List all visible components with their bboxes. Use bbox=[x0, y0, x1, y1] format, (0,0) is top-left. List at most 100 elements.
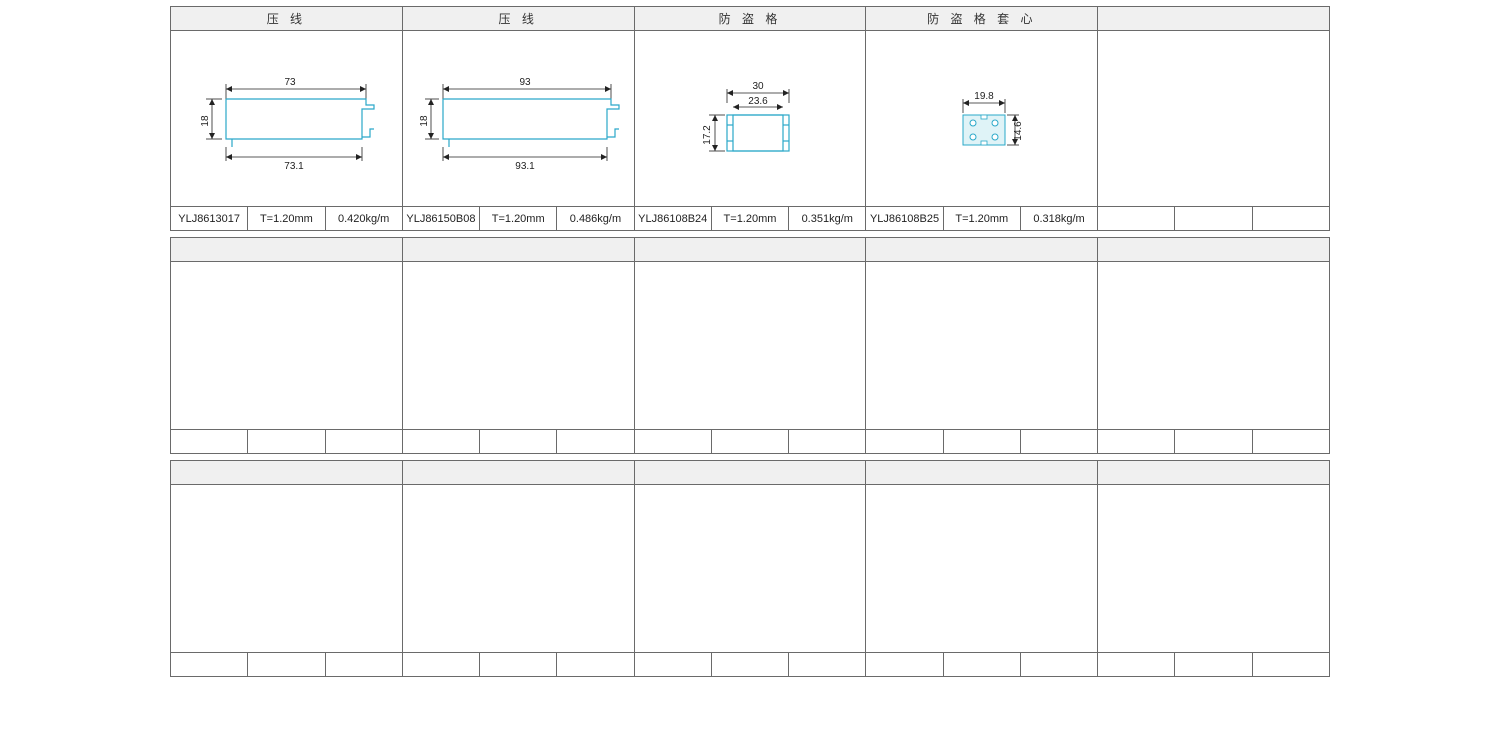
spec-weight bbox=[1252, 207, 1329, 231]
spec-weight bbox=[1252, 653, 1329, 677]
spec-thick bbox=[1175, 653, 1252, 677]
spec-weight: 0.486kg/m bbox=[557, 207, 634, 231]
spec-thick bbox=[480, 653, 557, 677]
dim-top: 30 bbox=[752, 81, 764, 92]
spec-thick bbox=[1175, 430, 1252, 454]
spec-code bbox=[866, 430, 943, 454]
header-cell bbox=[634, 238, 866, 262]
spec-thick bbox=[711, 653, 788, 677]
spec-thick bbox=[1175, 207, 1252, 231]
dim-inner: 23.6 bbox=[748, 96, 768, 107]
dim-height: 18 bbox=[419, 115, 430, 127]
dim-top: 19.8 bbox=[974, 91, 994, 102]
spec-thick: T=1.20mm bbox=[711, 207, 788, 231]
drawing-cell bbox=[1098, 31, 1330, 207]
drawing-row bbox=[171, 262, 1330, 430]
drawing-cell bbox=[1098, 485, 1330, 653]
header-cell bbox=[402, 461, 634, 485]
header-cell bbox=[1098, 238, 1330, 262]
spec-row bbox=[171, 653, 1330, 677]
spec-code bbox=[866, 653, 943, 677]
spec-weight: 0.351kg/m bbox=[789, 207, 866, 231]
spec-thick bbox=[248, 430, 325, 454]
spec-thick bbox=[711, 430, 788, 454]
spec-thick: T=1.20mm bbox=[480, 207, 557, 231]
spec-weight: 0.420kg/m bbox=[325, 207, 402, 231]
spec-code bbox=[1098, 430, 1175, 454]
drawing-cell: 73 18 73.1 bbox=[171, 31, 403, 207]
spec-weight bbox=[1252, 430, 1329, 454]
spec-weight: 0.318kg/m bbox=[1020, 207, 1097, 231]
spec-code bbox=[402, 653, 479, 677]
dim-height: 14.6 bbox=[1013, 120, 1024, 140]
dim-top: 73 bbox=[285, 77, 297, 88]
dim-height: 18 bbox=[200, 115, 211, 127]
spec-thick: T=1.20mm bbox=[943, 207, 1020, 231]
header-cell bbox=[634, 461, 866, 485]
spec-code bbox=[402, 430, 479, 454]
drawing-cell bbox=[866, 262, 1098, 430]
spec-code bbox=[634, 430, 711, 454]
header-cell bbox=[866, 238, 1098, 262]
header-cell bbox=[171, 238, 403, 262]
spec-weight bbox=[789, 653, 866, 677]
profile-diagram: 30 23.6 17.2 bbox=[675, 59, 825, 179]
spec-row bbox=[171, 430, 1330, 454]
spec-code bbox=[1098, 207, 1175, 231]
header-cell: 防 盗 格 套 心 bbox=[866, 7, 1098, 31]
drawing-cell bbox=[402, 262, 634, 430]
profile-diagram: 93 18 93.1 bbox=[413, 59, 623, 179]
drawing-cell bbox=[634, 262, 866, 430]
grid-row-3 bbox=[170, 460, 1330, 677]
spec-weight bbox=[789, 430, 866, 454]
spec-thick bbox=[943, 653, 1020, 677]
dim-top: 93 bbox=[520, 77, 532, 88]
grid-row-1: 压 线 压 线 防 盗 格 防 盗 格 套 心 73 18 bbox=[170, 6, 1330, 231]
spec-thick bbox=[943, 430, 1020, 454]
dim-bottom: 93.1 bbox=[515, 161, 535, 172]
spec-code bbox=[171, 430, 248, 454]
spec-weight bbox=[325, 653, 402, 677]
header-cell bbox=[866, 461, 1098, 485]
drawing-cell bbox=[171, 485, 403, 653]
header-row: 压 线 压 线 防 盗 格 防 盗 格 套 心 bbox=[171, 7, 1330, 31]
profile-diagram: 73 18 73.1 bbox=[186, 59, 386, 179]
dim-bottom: 73.1 bbox=[285, 161, 305, 172]
header-row bbox=[171, 238, 1330, 262]
spec-code: YLJ86150B08 bbox=[402, 207, 479, 231]
drawing-cell bbox=[171, 262, 403, 430]
spec-code bbox=[634, 653, 711, 677]
spec-code bbox=[1098, 653, 1175, 677]
drawing-cell bbox=[402, 485, 634, 653]
drawing-row: 73 18 73.1 93 bbox=[171, 31, 1330, 207]
header-cell bbox=[1098, 461, 1330, 485]
header-cell bbox=[1098, 7, 1330, 31]
grid-row-2 bbox=[170, 237, 1330, 454]
spec-weight bbox=[557, 653, 634, 677]
header-row bbox=[171, 461, 1330, 485]
spec-code: YLJ86108B24 bbox=[634, 207, 711, 231]
spec-weight bbox=[557, 430, 634, 454]
drawing-cell bbox=[1098, 262, 1330, 430]
catalog-sheet: 压 线 压 线 防 盗 格 防 盗 格 套 心 73 18 bbox=[170, 6, 1330, 677]
spec-code: YLJ8613017 bbox=[171, 207, 248, 231]
drawing-cell: 93 18 93.1 bbox=[402, 31, 634, 207]
drawing-cell bbox=[866, 485, 1098, 653]
header-cell: 压 线 bbox=[402, 7, 634, 31]
drawing-cell: 19.8 14.6 bbox=[866, 31, 1098, 207]
header-cell: 防 盗 格 bbox=[634, 7, 866, 31]
spec-row: YLJ8613017 T=1.20mm 0.420kg/m YLJ86150B0… bbox=[171, 207, 1330, 231]
header-cell: 压 线 bbox=[171, 7, 403, 31]
spec-thick bbox=[248, 653, 325, 677]
spec-weight bbox=[1020, 430, 1097, 454]
drawing-row bbox=[171, 485, 1330, 653]
spec-thick: T=1.20mm bbox=[248, 207, 325, 231]
spec-thick bbox=[480, 430, 557, 454]
spec-weight bbox=[1020, 653, 1097, 677]
header-cell bbox=[402, 238, 634, 262]
spec-code bbox=[171, 653, 248, 677]
drawing-cell: 30 23.6 17.2 bbox=[634, 31, 866, 207]
drawing-cell bbox=[634, 485, 866, 653]
header-cell bbox=[171, 461, 403, 485]
profile-diagram: 19.8 14.6 bbox=[907, 59, 1057, 179]
